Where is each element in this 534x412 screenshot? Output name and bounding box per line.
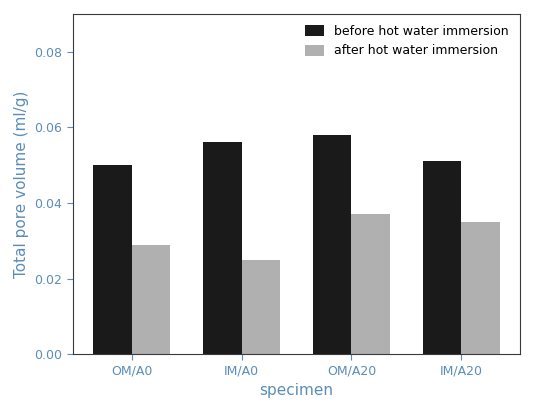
Y-axis label: Total pore volume (ml/g): Total pore volume (ml/g) [14,90,29,278]
Bar [241,260,280,354]
Legend: before hot water immersion, after hot water immersion: before hot water immersion, after hot wa… [301,20,514,62]
Bar [351,214,390,354]
Bar [423,162,461,354]
Bar [313,135,351,354]
Bar [132,244,170,354]
Bar [93,165,132,354]
X-axis label: specimen: specimen [260,383,334,398]
Bar [461,222,500,354]
Bar [203,143,241,354]
